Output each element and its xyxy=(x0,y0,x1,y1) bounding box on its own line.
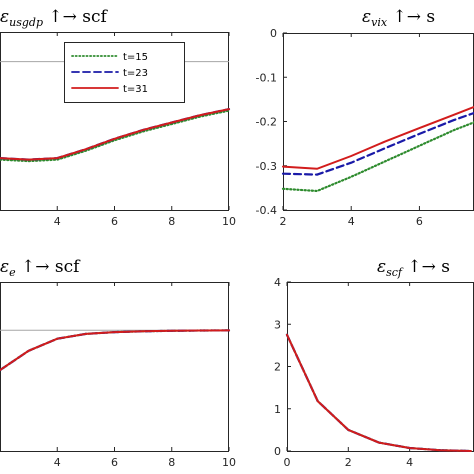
x-tick-label: 8 xyxy=(168,215,175,228)
series-line-t31 xyxy=(282,105,474,170)
panel-title: εe ↑→ scf xyxy=(0,257,81,279)
y-tick-label: 0 xyxy=(274,445,281,458)
x-tick-label: 6 xyxy=(416,215,423,228)
legend-label: t=31 xyxy=(123,84,148,95)
y-tick-label: 1 xyxy=(274,403,281,416)
x-tick-label: 6 xyxy=(111,215,118,228)
x-tick-label: 0 xyxy=(284,456,291,469)
series-line-t15 xyxy=(0,109,231,163)
y-tick-label: 0 xyxy=(270,27,277,40)
series-line-t31 xyxy=(0,108,230,161)
legend-label: t=15 xyxy=(123,52,148,63)
y-tick-label: -0.1 xyxy=(256,71,277,84)
y-tick-label: -0.3 xyxy=(256,160,277,173)
panel-title: εusgdp ↑→ scf xyxy=(0,7,109,29)
x-tick-label: 4 xyxy=(348,215,355,228)
panel-title: εvix ↑→ s xyxy=(362,7,435,29)
plot-area-frame xyxy=(287,282,474,452)
panel-4: 0 2 4 4 3 2 1 0 εscf ↑→ s xyxy=(274,257,474,469)
x-tick-label: 2 xyxy=(345,456,352,469)
y-tick-label: -0.2 xyxy=(256,116,277,129)
x-tick-label: 8 xyxy=(168,456,175,469)
y-tick-label: 3 xyxy=(274,318,281,331)
panel-title: εscf ↑→ s xyxy=(377,257,450,279)
x-tick-label: 10 xyxy=(222,215,236,228)
series-line-t15 xyxy=(281,121,474,193)
panel-2: 2 4 6 0 -0.1 -0.2 -0.3 -0.4 εvix ↑→ s xyxy=(256,7,474,228)
panel-3: 4 6 8 10 εe ↑→ scf xyxy=(0,257,236,469)
y-tick-label: -0.4 xyxy=(256,204,277,217)
legend: t=15 t=23 t=31 xyxy=(64,42,185,103)
series-line-t31 xyxy=(0,329,230,372)
y-tick-label: 2 xyxy=(274,361,281,374)
y-tick-label: 4 xyxy=(274,276,281,289)
x-tick-label: 4 xyxy=(54,215,61,228)
x-tick-label: 6 xyxy=(111,456,118,469)
x-tick-label: 2 xyxy=(280,215,287,228)
legend-label: t=23 xyxy=(123,68,148,79)
series-line-t31 xyxy=(286,333,472,452)
x-tick-label: 4 xyxy=(406,456,413,469)
plot-area-frame xyxy=(283,33,474,211)
plot-area-frame xyxy=(0,282,229,452)
x-tick-label: 4 xyxy=(54,456,61,469)
x-tick-label: 10 xyxy=(222,456,236,469)
panel-1: 4 6 8 10 εusgdp ↑→ scf xyxy=(0,7,236,228)
series-line-t23 xyxy=(281,111,474,176)
